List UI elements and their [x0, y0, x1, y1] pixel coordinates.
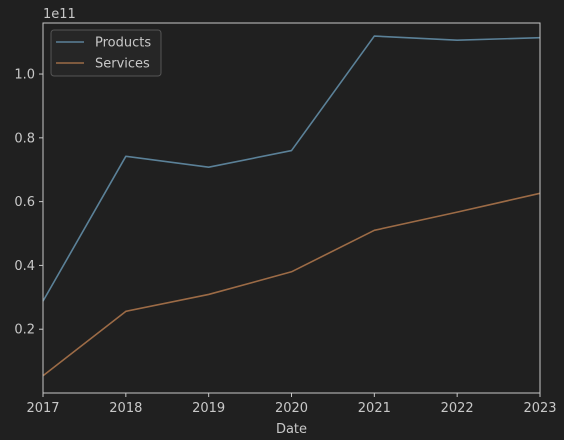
series-line-services [42, 192, 541, 377]
x-axis-label: Date [276, 422, 307, 437]
x-tick-label: 2020 [275, 401, 308, 416]
series-lines [42, 35, 541, 377]
x-tick-label: 2017 [26, 401, 59, 416]
series-line-products [42, 35, 541, 302]
y-axis-ticks: 0.2 0.4 0.6 0.8 1.0 [14, 68, 43, 338]
x-tick-label: 2022 [441, 401, 474, 416]
legend: Products Services [50, 29, 162, 77]
plot-area [43, 23, 540, 393]
y-tick-label: 0.6 [14, 195, 35, 210]
x-tick-label: 2019 [192, 401, 225, 416]
x-tick-label: 2021 [358, 401, 391, 416]
x-axis-ticks: 2017 2018 2019 2020 2021 2022 2023 [26, 393, 557, 416]
y-tick-label: 0.8 [14, 131, 35, 146]
y-tick-label: 0.2 [14, 323, 35, 338]
legend-label-services: Services [95, 57, 150, 72]
y-tick-label: 0.4 [14, 259, 35, 274]
y-offset-label: 1e11 [43, 7, 76, 22]
y-tick-label: 1.0 [14, 68, 35, 83]
legend-label-products: Products [95, 36, 151, 51]
x-tick-label: 2018 [109, 401, 142, 416]
x-tick-label: 2023 [523, 401, 556, 416]
